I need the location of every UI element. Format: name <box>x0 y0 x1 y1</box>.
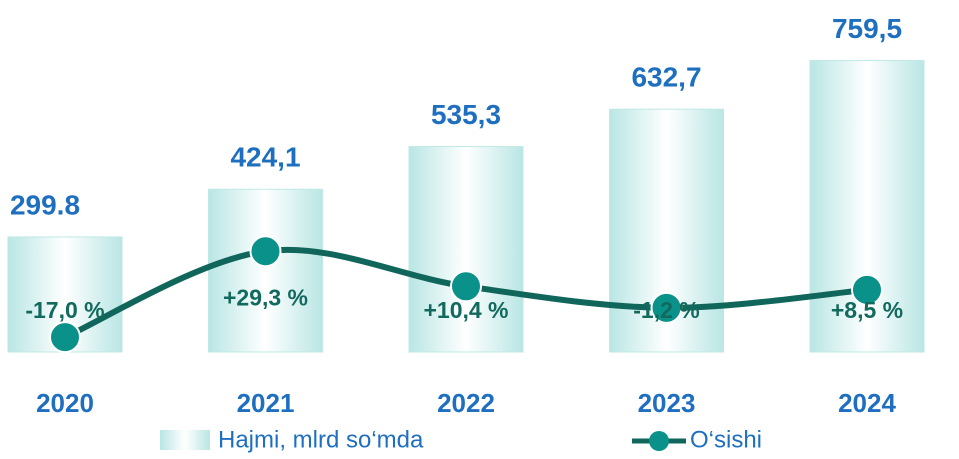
legend-label: O‘sishi <box>690 426 762 453</box>
bar-value-label: 299.8 <box>10 189 80 220</box>
growth-value-label: -1,2 % <box>633 297 699 323</box>
growth-value-label: +10,4 % <box>423 297 508 323</box>
x-tick-label: 2023 <box>638 388 696 418</box>
legend-label: Hajmi, mlrd so‘mda <box>218 426 424 453</box>
x-tick-label: 2021 <box>237 388 295 418</box>
bar <box>208 188 323 353</box>
bar-value-label: 632,7 <box>631 62 701 93</box>
legend-swatch-bar <box>160 430 210 450</box>
growth-marker <box>450 270 482 303</box>
bar <box>609 108 724 353</box>
bar-value-label: 759,5 <box>832 13 902 44</box>
growth-marker <box>851 273 883 306</box>
x-tick-label: 2024 <box>838 388 896 418</box>
bar <box>408 146 524 353</box>
growth-marker <box>249 235 282 268</box>
legend-swatch-marker <box>649 431 669 451</box>
growth-value-label: -17,0 % <box>25 297 104 323</box>
x-tick-label: 2020 <box>36 388 94 418</box>
bar-value-label: 535,3 <box>431 99 501 130</box>
x-tick-label: 2022 <box>437 388 495 418</box>
growth-value-label: +29,3 % <box>223 284 308 310</box>
bar-value-label: 424,1 <box>230 142 300 173</box>
growth-value-label: +8,5 % <box>831 297 903 323</box>
growth-marker <box>49 321 81 354</box>
growth-marker <box>650 291 683 324</box>
